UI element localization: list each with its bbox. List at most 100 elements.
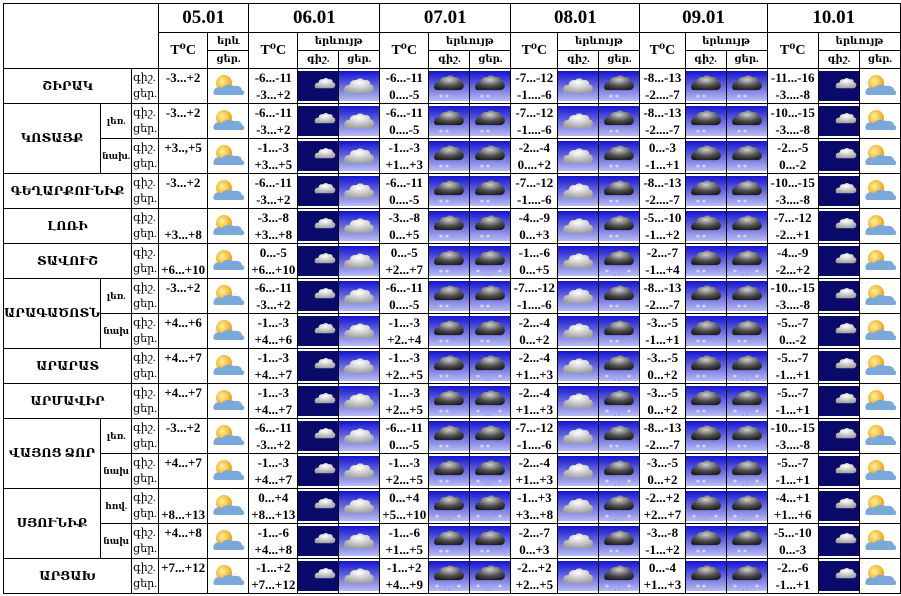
weather-icon-cell bbox=[428, 348, 471, 384]
cloud-icon bbox=[339, 351, 379, 381]
temp-day: -1....-6 bbox=[517, 192, 552, 207]
weather-icon-cell bbox=[598, 488, 641, 524]
temp-night: -6...-11 bbox=[254, 70, 292, 85]
temp-night-line: +4...+7 bbox=[164, 350, 202, 365]
day-night-labels: գիշ. ցեր. bbox=[131, 103, 159, 139]
day-night-labels: գիշ. ցեր. bbox=[131, 418, 159, 454]
snow-cloud-icon bbox=[470, 71, 510, 101]
temp-day: -1...+4 bbox=[645, 262, 680, 277]
weather-icon-cell bbox=[297, 453, 340, 489]
table-row: ԱՐՑԱԽ գիշ. ցեր. +7...+12 -1...+2 +7...+12 -1.… bbox=[2, 558, 901, 594]
temperature-header: T⁰C bbox=[510, 32, 559, 69]
temp-day: +2...+7 bbox=[385, 262, 424, 277]
date-header: 10.01 bbox=[766, 3, 901, 33]
weather-icon-cell bbox=[557, 383, 600, 419]
day-label: ցեր. bbox=[133, 473, 157, 485]
temp-night: -5...-10 bbox=[643, 210, 682, 225]
sun-cloud-icon bbox=[208, 491, 248, 521]
temperature-cell: -1...-3 +4...+7 bbox=[248, 383, 299, 419]
temp-day: -2....-7 bbox=[645, 437, 680, 452]
moon-cloud-icon bbox=[298, 386, 338, 416]
weather-icon-cell bbox=[207, 138, 250, 174]
weather-icon-cell bbox=[297, 523, 340, 559]
temp-day: +3...+5 bbox=[254, 157, 293, 172]
temp-night: -5...-7 bbox=[777, 455, 809, 470]
table-row: նախ գիշ. ցեր. +4...+6 -1...-3 +4...+6 -1...-3… bbox=[4, 313, 901, 349]
night-label: գիշ. bbox=[133, 527, 156, 539]
weather-icon-cell bbox=[684, 138, 727, 174]
weather-icon-cell bbox=[207, 278, 250, 314]
temp-night: -3...-8 bbox=[257, 210, 290, 225]
snow-cloud-icon bbox=[470, 211, 510, 241]
temp-day: 0....-5 bbox=[389, 437, 420, 452]
weather-icon-cell bbox=[428, 313, 471, 349]
temp-day: +2...+5 bbox=[385, 472, 424, 487]
sun-cloud-icon bbox=[208, 316, 248, 346]
weather-icon-cell bbox=[598, 173, 641, 209]
day-night-labels: գիշ. ցեր. bbox=[131, 243, 159, 279]
temp-day: -3....-8 bbox=[775, 122, 811, 137]
snow-cloud-icon bbox=[686, 71, 726, 101]
weather-icon-cell bbox=[817, 558, 860, 594]
temperature-cell: -2...-7 0...+3 bbox=[510, 523, 559, 559]
temp-night: -4...-9 bbox=[518, 210, 551, 225]
sleet-cloud-icon bbox=[727, 561, 767, 591]
weather-icon-cell bbox=[338, 103, 381, 139]
sun-cloud-icon bbox=[860, 281, 900, 311]
weather-icon-cell bbox=[858, 173, 901, 209]
weather-icon-cell bbox=[297, 278, 340, 314]
temp-night: -8...-13 bbox=[643, 105, 682, 120]
temp-night: 0...-5 bbox=[259, 245, 287, 260]
weather-icon-cell bbox=[428, 558, 471, 594]
temperature-cell: -2...-4 +1...+3 bbox=[510, 348, 559, 384]
weather-icon-cell bbox=[297, 138, 340, 174]
moon-cloud-icon bbox=[298, 561, 338, 591]
weather-icon-cell bbox=[297, 243, 340, 279]
weather-icon-cell bbox=[725, 313, 768, 349]
weather-icon-cell bbox=[469, 243, 512, 279]
temp-day: 0....-5 bbox=[389, 192, 420, 207]
cloud-icon bbox=[558, 246, 598, 276]
temp-day-line bbox=[159, 541, 208, 558]
subregion-label: նախ bbox=[100, 523, 133, 559]
sun-cloud-icon bbox=[860, 211, 900, 241]
weather-icon-cell bbox=[338, 173, 381, 209]
sun-cloud-icon bbox=[208, 246, 248, 276]
day-night-labels: գիշ. ցեր. bbox=[131, 488, 159, 524]
temp-day: -3...+2 bbox=[256, 437, 291, 452]
day-label: ցեր. bbox=[133, 368, 157, 380]
temp-night: -3...-5 bbox=[646, 315, 679, 330]
weather-icon-cell bbox=[207, 418, 250, 454]
temp-night-line: -3...+2 bbox=[165, 420, 201, 435]
temp-day-line: +6...+10 bbox=[161, 262, 206, 277]
weather-icon-cell bbox=[858, 103, 901, 139]
temp-day-line: +8...+13 bbox=[161, 507, 206, 522]
temp-night: -1...-6 bbox=[257, 525, 290, 540]
weather-icon-cell bbox=[858, 383, 901, 419]
sun-cloud-icon bbox=[208, 526, 248, 556]
temp-day-line bbox=[159, 296, 208, 313]
weather-icon-cell bbox=[817, 103, 860, 139]
temp-day: 0...+3 bbox=[519, 227, 550, 242]
temp-night: -5...-7 bbox=[777, 385, 809, 400]
weather-icon-cell bbox=[557, 243, 600, 279]
sleet-cloud-icon bbox=[727, 491, 767, 521]
temp-night-line: +3..,+5 bbox=[164, 140, 202, 155]
sun-cloud-icon bbox=[860, 106, 900, 136]
snow-cloud-icon bbox=[686, 281, 726, 311]
temperature-cell: -1...-6 0...+5 bbox=[510, 243, 559, 279]
temp-night-line bbox=[159, 244, 208, 261]
subregion-label: լեռ. bbox=[100, 103, 133, 139]
temperature-cell: -11...-16 -3....-8 bbox=[766, 68, 819, 104]
temp-night-line bbox=[159, 489, 208, 506]
weather-icon-cell bbox=[297, 348, 340, 384]
snow-cloud-icon bbox=[686, 456, 726, 486]
temp-day-line bbox=[159, 366, 208, 383]
temperature-cell: -1...-3 +1...+3 bbox=[379, 138, 430, 174]
temp-day: -2...+2 bbox=[775, 262, 810, 277]
temp-day: -3....-8 bbox=[775, 87, 811, 102]
temperature-cell: -2...-4 +1...+3 bbox=[510, 383, 559, 419]
day-header: ցեր. bbox=[858, 50, 901, 69]
temp-night: -4...-9 bbox=[777, 245, 809, 260]
temperature-cell: -1...-3 +4...+6 bbox=[248, 313, 299, 349]
